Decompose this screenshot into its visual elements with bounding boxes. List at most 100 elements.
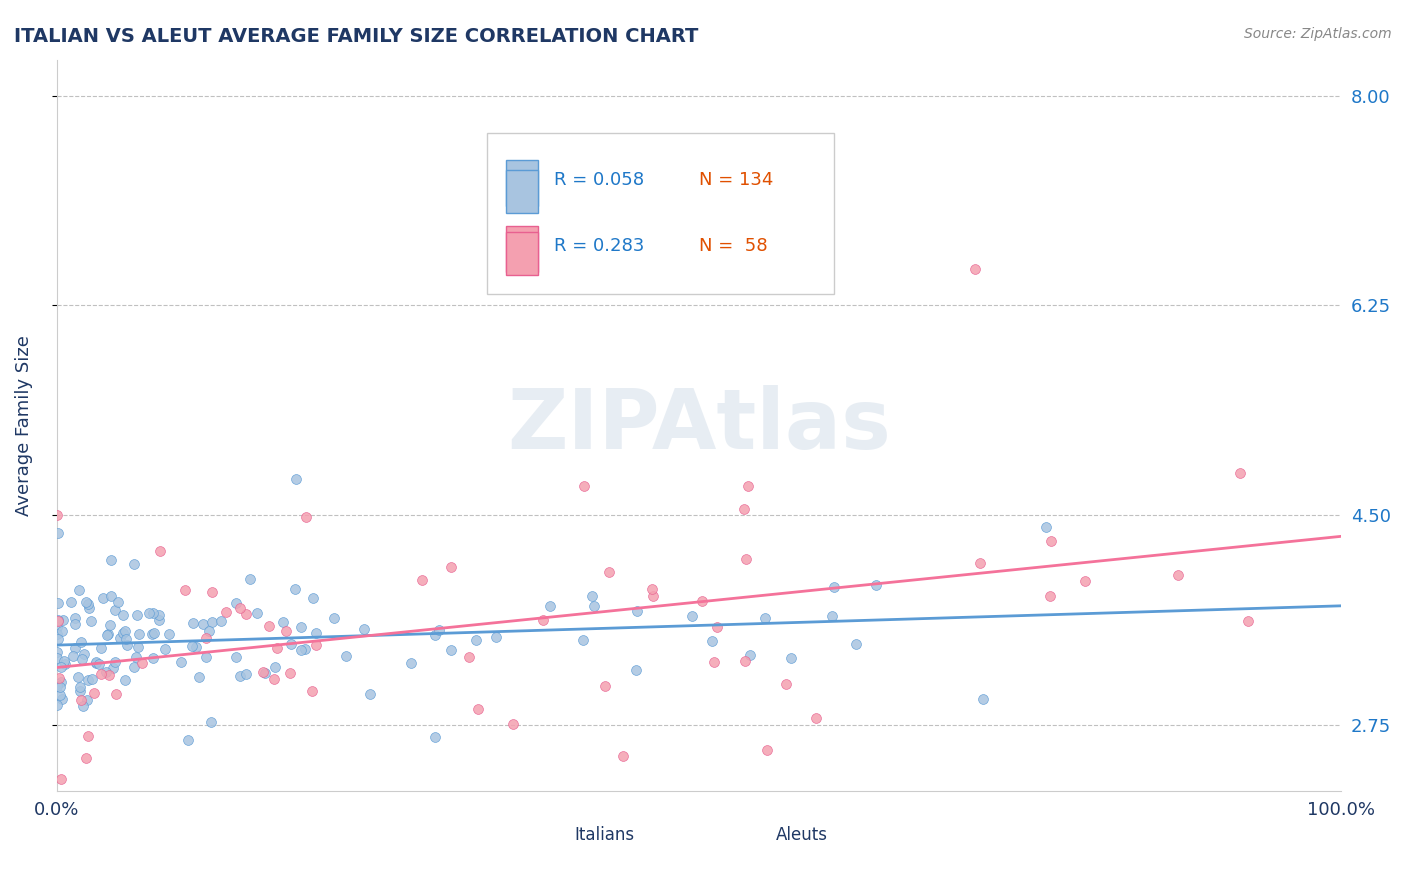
Point [1039,589,1062,603]
Point [246,606,269,620]
Point [65,611,87,625]
Point [804,711,827,725]
Point [440,642,463,657]
Point [574,479,596,493]
Point [284,582,307,596]
Point [775,677,797,691]
Point [49,688,72,702]
Point [305,638,328,652]
Point [702,633,724,648]
Point [100,553,122,567]
Point [703,655,725,669]
Point [46,627,69,641]
Point [69,684,91,698]
Point [91,591,114,605]
Point [60,595,83,609]
FancyBboxPatch shape [544,817,583,846]
Point [77,729,100,743]
Text: ZIPAtlas: ZIPAtlas [508,384,891,466]
Point [127,640,149,655]
Point [107,595,129,609]
FancyBboxPatch shape [506,160,538,206]
Point [209,614,232,628]
Point [612,748,634,763]
Point [359,687,381,701]
Point [734,552,756,566]
Point [353,623,375,637]
Point [148,613,170,627]
Point [641,582,664,596]
Text: R = 0.058: R = 0.058 [554,171,644,189]
Point [97,667,120,681]
Point [141,650,163,665]
Point [104,687,127,701]
Point [239,572,262,586]
Point [122,660,145,674]
Point [114,632,136,647]
Point [294,641,316,656]
Point [46,508,69,523]
Point [89,657,111,671]
Point [734,654,756,668]
Point [274,624,297,638]
Point [67,670,90,684]
Point [122,557,145,571]
FancyBboxPatch shape [486,133,834,293]
Point [77,601,100,615]
FancyBboxPatch shape [506,169,538,213]
Point [963,262,986,277]
Point [193,617,215,632]
Point [177,732,200,747]
Point [335,649,357,664]
Point [263,660,285,674]
Point [195,632,218,646]
Point [80,614,103,628]
Point [114,673,136,688]
Point [62,649,84,664]
Point [706,620,728,634]
Text: Aleuts: Aleuts [776,826,828,844]
Point [128,627,150,641]
Point [228,600,250,615]
Point [290,620,312,634]
Point [127,607,149,622]
Point [46,632,69,646]
Point [108,631,131,645]
Point [214,605,236,619]
Point [572,633,595,648]
Point [46,525,69,540]
Point [972,692,994,706]
Point [1229,466,1251,480]
Point [46,651,69,665]
Point [90,641,112,656]
Point [181,639,204,653]
Text: N = 134: N = 134 [699,171,773,189]
Point [427,623,450,637]
Point [845,637,868,651]
Point [581,589,603,603]
Point [53,657,76,672]
Point [46,679,69,693]
Point [754,611,776,625]
Text: N =  58: N = 58 [699,237,768,255]
Point [1167,567,1189,582]
Point [142,625,165,640]
Point [598,565,620,579]
Point [681,608,703,623]
Point [290,642,312,657]
Point [201,615,224,629]
Point [823,580,845,594]
Point [48,596,70,610]
Point [737,479,759,493]
Point [626,604,648,618]
Point [53,655,76,669]
Point [104,603,127,617]
Point [229,669,252,683]
Point [125,650,148,665]
Point [75,751,97,765]
Point [440,560,463,574]
Point [733,501,755,516]
Point [67,583,90,598]
Point [138,607,160,621]
Point [46,698,69,712]
